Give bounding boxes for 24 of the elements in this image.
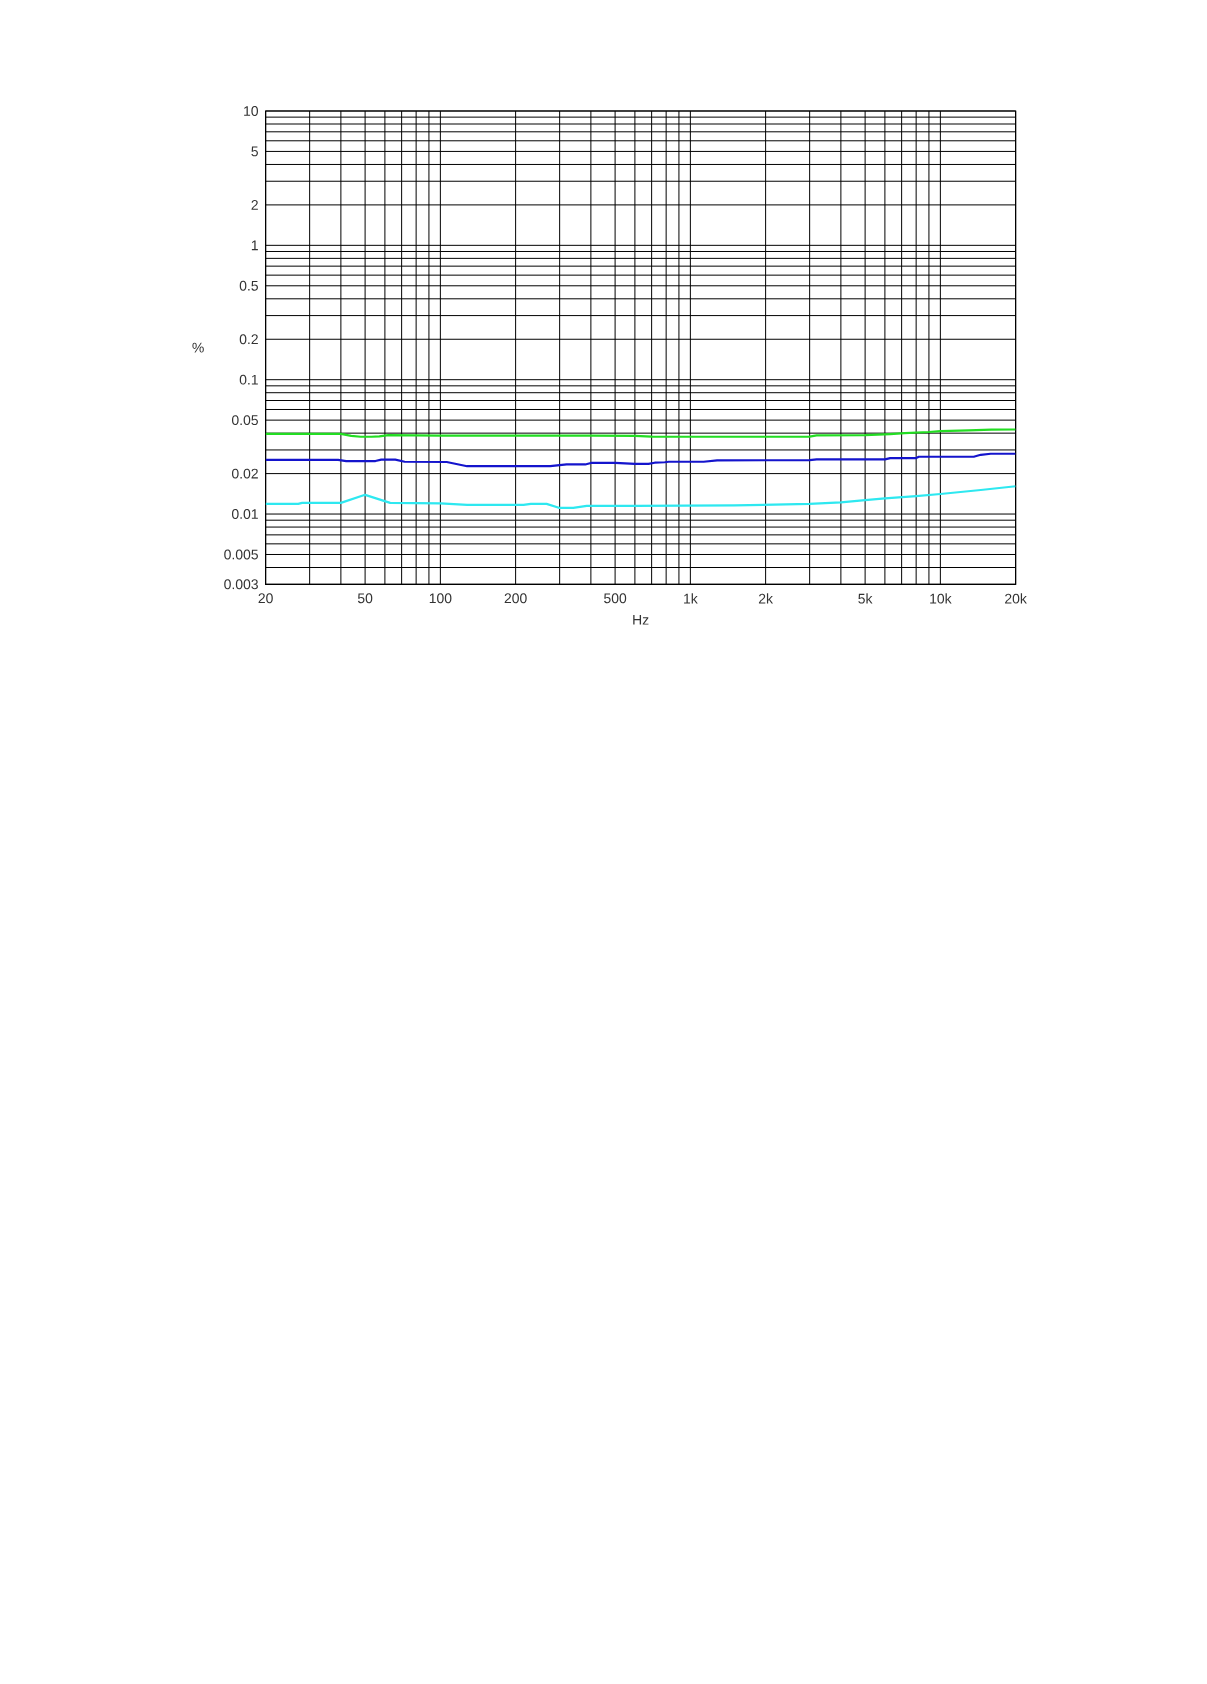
y-axis-title: %	[192, 342, 205, 353]
y-tick-label: 0.2	[239, 334, 259, 345]
x-tick-label: 200	[504, 593, 527, 604]
x-tick-label: 5k	[858, 593, 873, 604]
x-tick-label: 2k	[759, 593, 774, 604]
y-tick-label: 5	[251, 146, 259, 157]
y-tick-label: 0.005	[224, 549, 259, 560]
y-tick-label: 0.5	[239, 280, 259, 291]
y-tick-label: 0.01	[232, 509, 259, 519]
y-tick-label: 10	[244, 106, 259, 116]
y-tick-label: 1	[252, 240, 259, 251]
x-tick-label: 1k	[684, 593, 698, 604]
y-tick-label: 2	[251, 200, 259, 210]
x-tick-label: 100	[430, 593, 452, 604]
x-tick-label: 500	[604, 593, 627, 604]
y-tick-label: 0.02	[232, 468, 259, 479]
y-tick-label: 0.05	[232, 415, 259, 426]
x-tick-label: 20k	[1005, 593, 1028, 604]
y-tick-label: 0.003	[224, 579, 259, 590]
x-tick-label: 50	[358, 593, 373, 604]
x-tick-label: 20	[258, 593, 274, 604]
x-axis-title: Hz	[633, 614, 649, 625]
x-tick-label: 10k	[930, 593, 952, 604]
y-tick-label: 0.1	[239, 374, 259, 385]
